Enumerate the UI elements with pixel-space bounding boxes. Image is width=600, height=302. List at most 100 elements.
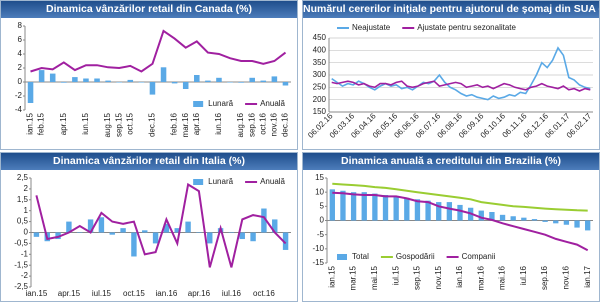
bar <box>282 82 289 86</box>
bar <box>216 77 222 82</box>
x-tick-label: ian.17 <box>583 265 592 287</box>
x-tick-label: ian.16 <box>455 265 464 287</box>
y-tick-label: 8 <box>18 21 23 30</box>
x-tick-label: sep.16 <box>540 265 549 290</box>
legend: Neajustate Ajustate pentru sezonalitate <box>337 23 517 32</box>
bar <box>105 80 111 82</box>
chart-title: Numărul cererilor inițiale pentru ajutor… <box>303 1 599 18</box>
x-tick-label: ian.15 <box>26 112 35 134</box>
x-tick-label: ian.15 <box>26 289 48 298</box>
legend-label: Companii <box>462 252 496 261</box>
bar <box>585 220 591 231</box>
bar <box>414 199 421 221</box>
bar <box>149 82 156 95</box>
x-tick-label: sep.15 <box>114 112 123 137</box>
line <box>30 29 287 73</box>
x-tick-label: oct.16 <box>253 289 275 298</box>
bar <box>271 76 278 82</box>
y-tick-label: -1,5 <box>14 260 28 269</box>
legend-label: Anuală <box>260 177 285 186</box>
y-tick-label: 400 <box>313 45 327 54</box>
bar <box>83 78 89 82</box>
legend-label: Ajustate pentru sezonalitate <box>417 23 516 32</box>
x-tick-label: sep.15 <box>413 265 422 290</box>
y-tick-label: -0,5 <box>14 239 28 248</box>
y-tick-label: -2 <box>21 271 29 280</box>
y-tick-label: -1 <box>21 249 29 258</box>
bar <box>542 220 548 222</box>
y-tick-label: 5 <box>320 201 325 210</box>
bar <box>574 220 580 228</box>
legend-swatch <box>193 179 204 185</box>
y-tick-label: -2,5 <box>14 282 28 291</box>
x-tick-label: mar.16 <box>181 112 190 137</box>
x-tick-label: oct.16 <box>258 112 267 134</box>
bar <box>49 73 56 82</box>
x-tick-label: iul.16 <box>222 289 242 298</box>
chart-title: Dinamica anuală a creditului din Brazili… <box>303 153 599 170</box>
bar <box>109 232 115 235</box>
bar <box>489 212 495 221</box>
chart: 15020025030035040045006.02.1606.03.1606.… <box>306 23 593 140</box>
bar <box>446 202 453 221</box>
y-tick-label: 250 <box>313 82 327 91</box>
bar <box>33 232 40 237</box>
bar <box>382 195 389 221</box>
y-tick-label: 350 <box>313 58 327 67</box>
bar <box>205 80 211 82</box>
y-tick-label: -2 <box>15 91 23 100</box>
x-tick-label: apr.15 <box>58 289 81 298</box>
x-tick-label: apr.16 <box>192 112 201 135</box>
x-tick-label: mai.16 <box>498 265 507 290</box>
legend: Lunară Anuală <box>193 99 286 108</box>
bar <box>340 190 346 221</box>
y-tick-label: 0 <box>18 77 23 86</box>
legend-label: Lunară <box>208 99 233 108</box>
x-tick-label: iul.15 <box>391 265 400 285</box>
bar <box>38 70 45 82</box>
bar <box>531 219 538 221</box>
bar <box>250 232 256 242</box>
bar <box>138 82 145 83</box>
bar <box>72 77 78 82</box>
bar <box>27 82 34 103</box>
panel: Dinamica vânzărilor retail din Italia (%… <box>0 152 298 302</box>
bar <box>272 219 278 233</box>
x-tick-label: oct.15 <box>123 289 145 298</box>
bar <box>238 82 244 83</box>
x-tick-label: ian.16 <box>156 289 178 298</box>
legend-label: Anuală <box>260 99 285 108</box>
x-tick-label: feb.16 <box>170 112 179 135</box>
legend-label: Neajustate <box>352 23 391 32</box>
bar <box>174 228 180 233</box>
legend: Total Gospodării Companii <box>337 252 496 261</box>
x-tick-label: sep.16 <box>247 112 256 137</box>
bar <box>499 214 506 221</box>
legend-label: Lunară <box>208 177 233 186</box>
x-tick-label: ian.15 <box>327 265 336 287</box>
x-tick-label: aug.16 <box>236 112 245 137</box>
bar <box>55 232 61 240</box>
bar <box>361 192 367 221</box>
chart: -2,5 -2 -1,5 -1-0,5 0 0,5 1 1,5 2 2,5 ian.15 apr.15… <box>14 173 291 298</box>
bar <box>87 219 94 233</box>
bar <box>127 79 134 82</box>
bar <box>116 82 122 83</box>
y-tick-label: 10 <box>315 187 324 196</box>
bar <box>521 217 527 221</box>
panel: Dinamica anuală a creditului din Brazili… <box>302 152 600 302</box>
y-tick-label: -5 <box>317 230 325 239</box>
legend: Lunară Anuală <box>193 177 286 186</box>
x-tick-label: apr.15 <box>59 112 68 135</box>
x-tick-label: apr.16 <box>188 289 211 298</box>
bar <box>563 220 570 225</box>
y-tick-label: -10 <box>312 244 324 253</box>
y-tick-label: 15 <box>315 173 324 182</box>
y-tick-label: 6 <box>18 35 23 44</box>
y-tick-label: 150 <box>313 107 327 116</box>
x-tick-label: mar.15 <box>349 265 358 290</box>
x-tick-label: nov.15 <box>434 265 443 289</box>
bar <box>160 67 167 82</box>
